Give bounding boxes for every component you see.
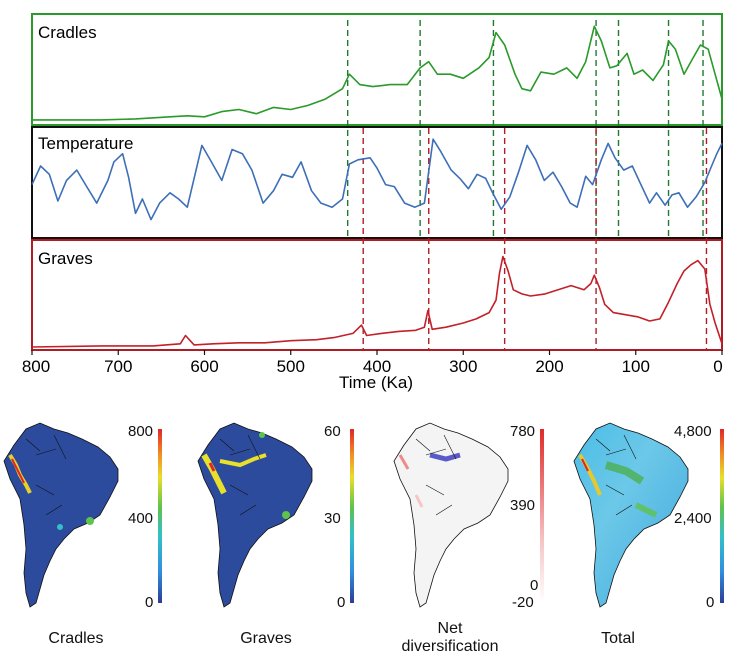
colorbar-graves xyxy=(350,429,354,603)
cb-cradles-top: 800 xyxy=(128,423,154,440)
cb-total-bot: 0 xyxy=(706,594,715,611)
x-tick-label: 0 xyxy=(713,357,722,376)
panel-title-temperature: Temperature xyxy=(38,134,133,153)
panel-title-graves: Graves xyxy=(38,249,93,268)
colorbar-total xyxy=(720,429,724,603)
series-line-cradles xyxy=(32,25,723,121)
temperature-panel-frame xyxy=(31,126,723,239)
series-lines xyxy=(31,25,723,348)
x-axis: 800 700 600 500 400 300 200 100 0 xyxy=(22,350,723,376)
x-tick-label: 300 xyxy=(449,357,477,376)
x-tick-label: 100 xyxy=(622,357,650,376)
panel-title-cradles: Cradles xyxy=(38,23,97,42)
map-net-diversification xyxy=(393,422,509,608)
colorbar-net xyxy=(540,429,544,603)
caption-total: Total xyxy=(601,630,635,647)
caption-net-2: diversification xyxy=(401,638,499,655)
map-cradles xyxy=(3,422,119,608)
map-total xyxy=(573,422,689,608)
caption-cradles: Cradles xyxy=(48,630,104,647)
series-line-temperature xyxy=(31,138,723,221)
x-tick-label: 800 xyxy=(22,357,50,376)
x-axis-label: Time (Ka) xyxy=(339,373,413,392)
cb-net-zero: 0 xyxy=(530,577,539,594)
cb-graves-mid: 30 xyxy=(324,510,341,527)
time-series-chart: Cradles Temperature Graves 800 700 600 500 4… xyxy=(22,13,723,392)
cb-graves-bot: 0 xyxy=(337,594,346,611)
x-tick-label: 400 xyxy=(363,357,391,376)
cb-net-bot: -20 xyxy=(512,594,534,611)
cb-cradles-mid: 400 xyxy=(128,510,154,527)
caption-graves: Graves xyxy=(240,630,292,647)
x-tick-label: 700 xyxy=(104,357,132,376)
event-markers xyxy=(346,20,708,350)
cb-total-top: 4,800 xyxy=(674,423,712,440)
x-tick-label: 200 xyxy=(535,357,563,376)
series-line-graves xyxy=(31,255,723,348)
cradles-panel-frame xyxy=(31,13,723,126)
cb-cradles-bot: 0 xyxy=(145,594,154,611)
cb-net-top: 780 xyxy=(510,423,536,440)
colorbar-cradles xyxy=(158,429,162,603)
cb-graves-top: 60 xyxy=(324,423,341,440)
cb-net-mid: 390 xyxy=(510,497,536,514)
caption-net-1: Net xyxy=(437,620,463,637)
map-graves xyxy=(197,422,313,608)
cb-total-mid: 2,400 xyxy=(674,510,712,527)
maps-row xyxy=(3,422,724,608)
x-tick-label: 600 xyxy=(190,357,218,376)
x-tick-label: 500 xyxy=(277,357,305,376)
